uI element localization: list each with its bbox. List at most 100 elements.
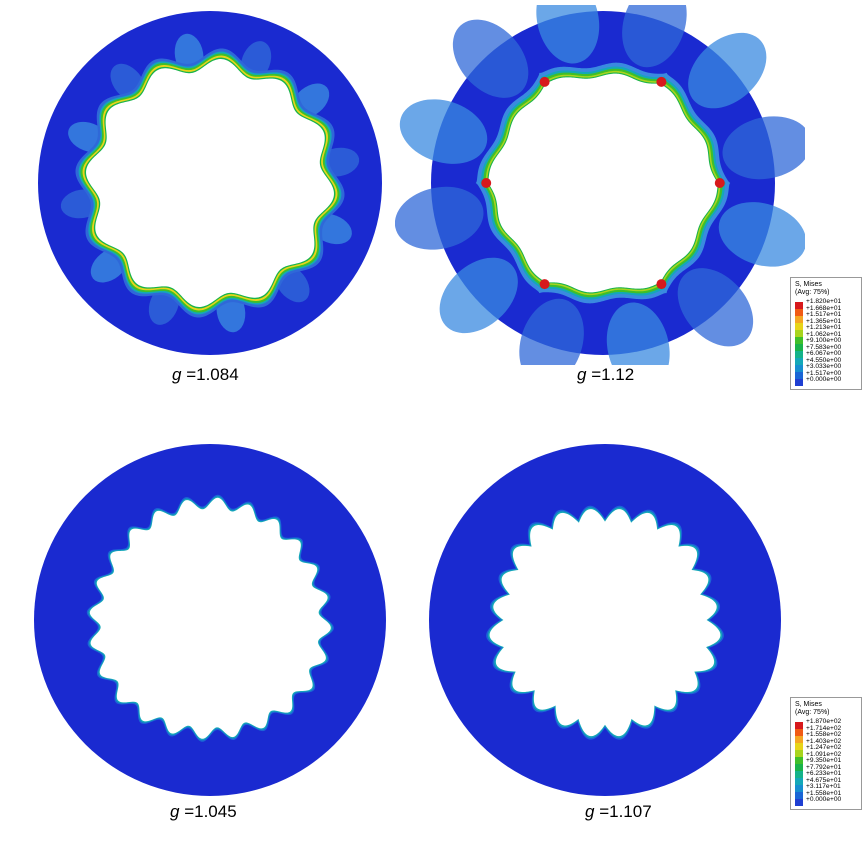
stress-hotspot bbox=[539, 76, 550, 87]
caption-bottom-left: g =1.045 bbox=[170, 802, 237, 822]
legend-swatch bbox=[795, 722, 803, 729]
stress-halo-lobe bbox=[395, 186, 484, 250]
legend-labels: +1.870e+02 +1.714e+02 +1.558e+02 +1.403e+02… bbox=[806, 718, 842, 806]
legend-swatch bbox=[795, 771, 803, 778]
stress-hotspot bbox=[539, 279, 550, 290]
legend-value: +7.583e+00 bbox=[806, 343, 842, 351]
stress-hotspot bbox=[714, 178, 725, 188]
stress-halo-lobe bbox=[718, 202, 805, 267]
legend-swatch bbox=[795, 323, 803, 330]
legend-value: +0.000e+00 bbox=[806, 376, 842, 383]
caption-value: =1.107 bbox=[594, 802, 652, 821]
legend-value: +1.870e+02 bbox=[806, 718, 842, 725]
legend-value: +1.247e+02 bbox=[806, 744, 842, 751]
legend-value: +1.820e+01 bbox=[806, 298, 842, 305]
legend-swatch bbox=[795, 729, 803, 736]
ring-plot bbox=[395, 5, 805, 365]
inner-hole bbox=[86, 59, 334, 307]
stress-halo-lobe bbox=[722, 116, 805, 180]
stress-hotspot bbox=[656, 279, 667, 290]
legend-title: S, Mises bbox=[795, 281, 822, 288]
legend-swatch bbox=[795, 337, 803, 344]
caption-value: =1.084 bbox=[181, 365, 239, 384]
legend-swatch bbox=[795, 799, 803, 806]
ring-plot bbox=[38, 11, 382, 355]
panel-bottom-right bbox=[395, 430, 805, 800]
inner-hole bbox=[89, 497, 331, 739]
legend-value: +4.675e+01 bbox=[806, 776, 842, 784]
legend-value: +1.062e+01 bbox=[806, 330, 842, 338]
stress-halo-lobe bbox=[399, 99, 488, 164]
stress-legend-top: S, Mises (Avg: 75%) +1.820e+01 +1.668e+01… bbox=[790, 277, 862, 390]
legend-subtitle: (Avg: 75%) bbox=[795, 709, 830, 716]
caption-top-right: g =1.12 bbox=[577, 365, 634, 385]
legend-value: +6.233e+01 bbox=[806, 770, 842, 777]
stress-hotspot bbox=[656, 76, 667, 87]
caption-bottom-right: g =1.107 bbox=[585, 802, 652, 822]
legend-swatch bbox=[795, 379, 803, 386]
legend-swatch bbox=[795, 351, 803, 358]
panel-bottom-left bbox=[5, 430, 425, 800]
caption-variable: g bbox=[172, 365, 182, 384]
caption-variable: g bbox=[577, 365, 587, 384]
legend-value: +1.403e+02 bbox=[806, 737, 842, 745]
legend-value: +3.033e+00 bbox=[806, 363, 842, 370]
legend-value: +1.517e+01 bbox=[806, 311, 842, 318]
inner-hole bbox=[489, 509, 721, 737]
legend-swatch bbox=[795, 736, 803, 743]
legend-swatch bbox=[795, 764, 803, 771]
legend-subtitle: (Avg: 75%) bbox=[795, 289, 830, 296]
legend-swatch bbox=[795, 778, 803, 785]
caption-value: =1.045 bbox=[179, 802, 237, 821]
caption-top-left: g =1.084 bbox=[172, 365, 239, 385]
ring-plot bbox=[34, 444, 386, 796]
legend-swatch bbox=[795, 302, 803, 309]
panel-top-right bbox=[395, 5, 805, 365]
caption-variable: g bbox=[585, 802, 595, 821]
legend-swatch bbox=[795, 309, 803, 316]
legend-value: +6.067e+00 bbox=[806, 350, 842, 357]
legend-value: +1.365e+01 bbox=[806, 317, 842, 325]
legend-swatch bbox=[795, 365, 803, 372]
legend-value: +1.714e+02 bbox=[806, 724, 842, 732]
legend-value: +1.517e+00 bbox=[806, 369, 842, 377]
legend-swatch bbox=[795, 330, 803, 337]
stress-halo-lobe bbox=[452, 19, 529, 98]
legend-value: +1.558e+01 bbox=[806, 789, 842, 797]
stress-halo-lobe bbox=[536, 5, 600, 64]
caption-value: =1.12 bbox=[586, 365, 635, 384]
legend-swatch bbox=[795, 358, 803, 365]
stress-halo-lobe bbox=[677, 268, 754, 347]
legend-swatch bbox=[795, 785, 803, 792]
stress-halo-lobe bbox=[622, 5, 687, 68]
legend-swatch bbox=[795, 757, 803, 764]
stress-halo-lobe bbox=[439, 257, 518, 334]
legend-value: +1.668e+01 bbox=[806, 304, 842, 312]
legend-color-bar bbox=[795, 302, 803, 386]
legend-value: +3.117e+01 bbox=[806, 783, 841, 790]
legend-swatch bbox=[795, 372, 803, 379]
caption-variable: g bbox=[170, 802, 180, 821]
legend-swatch bbox=[795, 792, 803, 799]
panel-top-left bbox=[5, 5, 425, 365]
legend-value: +9.350e+01 bbox=[806, 757, 842, 764]
stress-halo-lobe bbox=[688, 32, 767, 109]
legend-value: +7.792e+01 bbox=[806, 763, 842, 771]
stress-halo-lobe bbox=[519, 298, 584, 365]
legend-swatch bbox=[795, 750, 803, 757]
stress-legend-bottom: S, Mises (Avg: 75%) +1.870e+02 +1.714e+02… bbox=[790, 697, 862, 810]
legend-value: +1.091e+02 bbox=[806, 750, 842, 758]
ring-plot bbox=[429, 444, 781, 796]
legend-title: S, Mises bbox=[795, 701, 822, 708]
legend-swatch bbox=[795, 344, 803, 351]
stress-hotspot bbox=[481, 178, 492, 188]
legend-value: +9.100e+00 bbox=[806, 337, 842, 344]
legend-swatch bbox=[795, 316, 803, 323]
stress-halo-lobe bbox=[606, 302, 670, 365]
legend-value: +1.213e+01 bbox=[806, 324, 842, 331]
inner-hole bbox=[487, 73, 719, 293]
legend-value: +1.558e+02 bbox=[806, 731, 842, 738]
legend-color-bar bbox=[795, 722, 803, 806]
legend-swatch bbox=[795, 743, 803, 750]
legend-value: +0.000e+00 bbox=[806, 796, 842, 803]
